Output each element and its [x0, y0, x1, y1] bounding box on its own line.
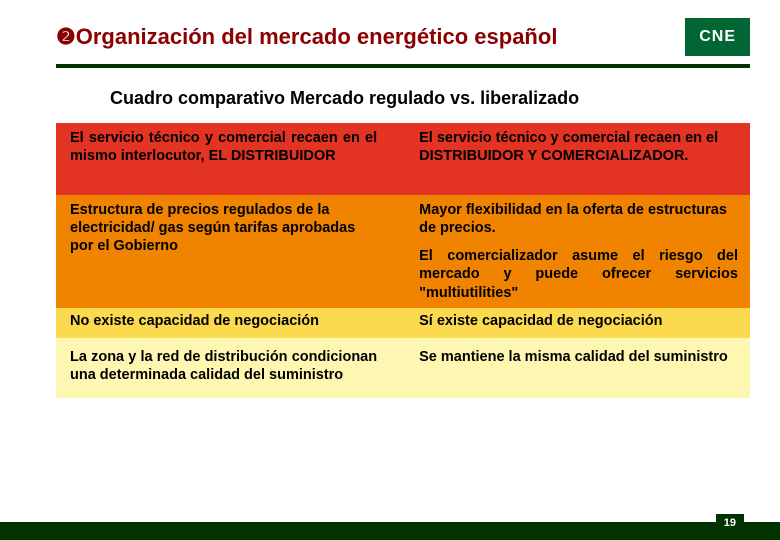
table-row: Estructura de precios regulados de la el…: [56, 195, 750, 308]
title-bullet: ❷: [56, 24, 76, 49]
cell-liberalized: Se mantiene la misma calidad del suminis…: [389, 338, 750, 398]
header: ❷Organización del mercado energético esp…: [0, 0, 780, 64]
cell-liberalized: Mayor flexibilidad en la oferta de estru…: [389, 195, 750, 308]
table-row: La zona y la red de distribución condici…: [56, 338, 750, 398]
cne-logo: CNE: [685, 18, 750, 56]
footer-strip: [0, 522, 780, 540]
cell-text: Mayor flexibilidad en la oferta de estru…: [419, 201, 738, 237]
comparison-table: El servicio técnico y comercial recaen e…: [56, 123, 750, 398]
table-row: El servicio técnico y comercial recaen e…: [56, 123, 750, 195]
cell-regulated: El servicio técnico y comercial recaen e…: [56, 123, 389, 195]
cell-regulated: No existe capacidad de negociación: [56, 308, 389, 338]
page-number: 19: [716, 514, 744, 532]
cell-regulated: La zona y la red de distribución condici…: [56, 338, 389, 398]
table-row: No existe capacidad de negociación Sí ex…: [56, 308, 750, 338]
cell-liberalized: El servicio técnico y comercial recaen e…: [389, 123, 750, 195]
cell-text: El comercializador asume el riesgo del m…: [419, 247, 738, 301]
slide-title: ❷Organización del mercado energético esp…: [56, 24, 557, 50]
cell-regulated: Estructura de precios regulados de la el…: [56, 195, 389, 308]
header-rule: [56, 64, 750, 68]
title-text: Organización del mercado energético espa…: [76, 24, 558, 49]
cell-liberalized: Sí existe capacidad de negociación: [389, 308, 750, 338]
subtitle: Cuadro comparativo Mercado regulado vs. …: [110, 88, 780, 109]
